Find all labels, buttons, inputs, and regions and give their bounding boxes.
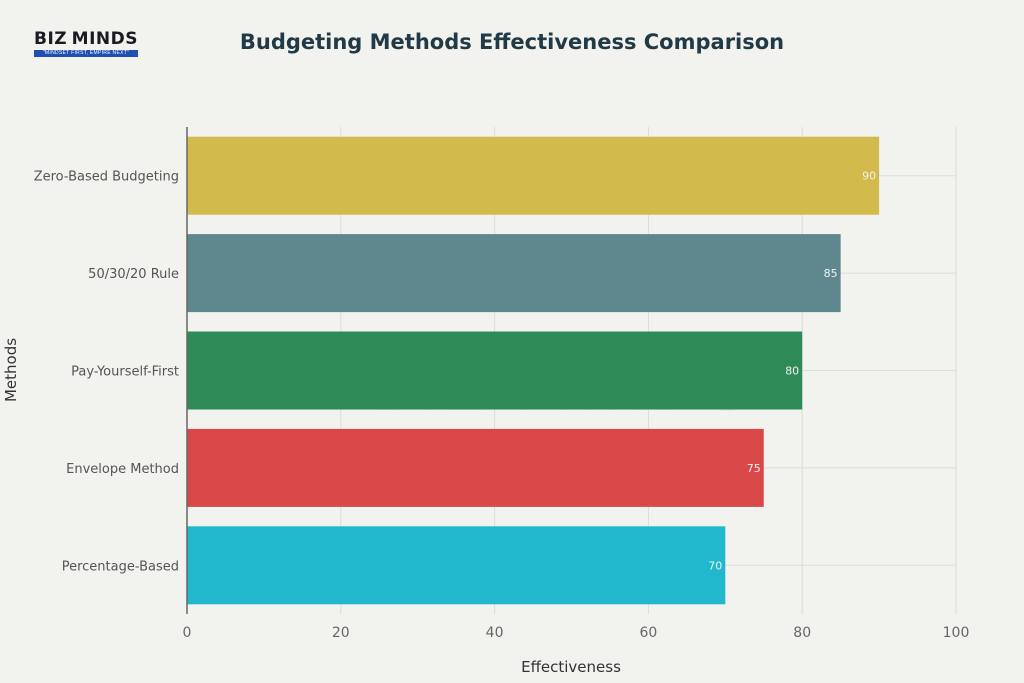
x-tick-label: 60 — [639, 625, 657, 641]
bar — [187, 234, 841, 313]
category-label: Percentage-Based — [62, 559, 179, 574]
bizminds-logo: BIZ MINDS "MINDSET FIRST, EMPIRE NEXT" — [34, 30, 138, 57]
chart-title: Budgeting Methods Effectiveness Comparis… — [239, 30, 785, 54]
category-label: Zero-Based Budgeting — [34, 170, 179, 185]
bar-value-label: 80 — [785, 365, 799, 378]
category-label: 50/30/20 Rule — [88, 267, 179, 282]
bar — [187, 526, 726, 605]
bar-value-label: 90 — [862, 170, 876, 183]
bar-value-label: 85 — [824, 267, 838, 280]
logo-word-right: MINDS — [71, 29, 138, 49]
x-tick-label: 40 — [486, 625, 504, 641]
x-tick-label: 20 — [332, 625, 350, 641]
x-tick-label: 0 — [183, 625, 192, 641]
category-label: Pay-Yourself-First — [71, 365, 179, 380]
bar-value-label: 75 — [747, 462, 761, 475]
lightbulb-icon — [69, 38, 70, 40]
logo-tagline: "MINDSET FIRST, EMPIRE NEXT" — [34, 50, 138, 57]
bar-value-label: 70 — [708, 559, 722, 572]
x-axis-title: Effectiveness — [521, 658, 621, 676]
logo-word-left: BIZ — [34, 29, 68, 49]
bar — [187, 331, 803, 410]
bar — [187, 428, 764, 507]
category-label: Envelope Method — [66, 462, 179, 477]
y-axis-title: Methods — [2, 338, 20, 402]
x-tick-label: 100 — [943, 625, 970, 641]
x-tick-label: 80 — [793, 625, 811, 641]
bar — [187, 136, 880, 215]
